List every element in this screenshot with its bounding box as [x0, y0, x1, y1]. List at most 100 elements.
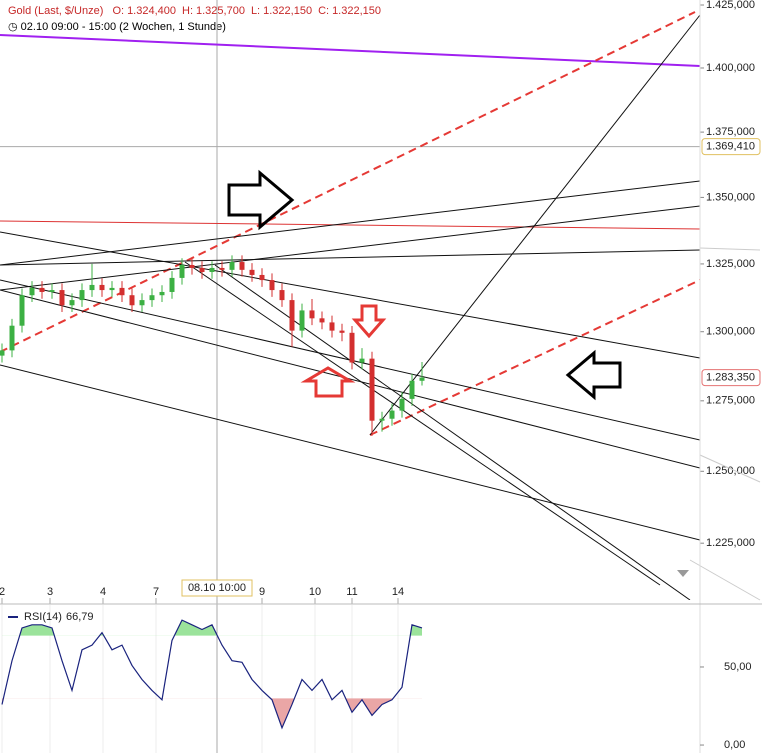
candle-body: [379, 418, 385, 421]
x-tick-label: 3: [47, 586, 53, 598]
candle-body: [89, 284, 95, 291]
y-tick-label: 50,00: [724, 661, 752, 673]
scroll-icon[interactable]: [677, 570, 689, 577]
overbought-fill: [2, 620, 422, 636]
y-tick-label: 1.250,000: [706, 465, 755, 477]
trendline: [689, 559, 761, 601]
candle-body: [359, 358, 365, 363]
candle-body: [239, 262, 245, 270]
trendline: [699, 454, 761, 483]
trendline: [0, 364, 700, 541]
candle-body: [49, 290, 55, 292]
y-tick-label: 1.400,000: [706, 62, 755, 74]
candle-body: [119, 287, 125, 296]
candle-body: [409, 380, 415, 399]
readout-value: 1.322,150: [332, 5, 381, 17]
candle-body: [389, 410, 395, 419]
candle-body: [69, 300, 75, 306]
candle-body: [349, 332, 355, 363]
candle-body: [9, 325, 15, 351]
candle-body: [29, 287, 35, 296]
trendline: [699, 247, 761, 251]
x-tick-label: 4: [100, 586, 106, 598]
crosshair-x-label: 08.10 10:00: [188, 582, 246, 594]
chart-header: Gold (Last, $/Unze) O: 1.324,400 H: 1.325,7…: [8, 3, 393, 35]
arrow-up: [300, 366, 356, 398]
x-tick-label: 14: [392, 586, 404, 598]
candle-body: [169, 277, 175, 292]
readout-value: 1.322,150: [263, 5, 313, 17]
candle-body: [229, 262, 235, 270]
faint-lines: [689, 247, 761, 601]
y-tick-label: 1.225,000: [706, 537, 755, 549]
candle-body: [19, 295, 25, 326]
trendlines: [0, 14, 700, 600]
candle-body: [329, 322, 335, 331]
readout-value: 1.325,700: [196, 5, 245, 17]
arrow-left: [565, 349, 622, 401]
trendline: [0, 180, 700, 266]
x-tick-label: 7: [153, 586, 159, 598]
y-tick-label: 1.375,000: [706, 126, 755, 138]
candle-body: [199, 267, 205, 272]
trendline: [0, 205, 700, 291]
candle-body: [0, 350, 5, 356]
instrument-line: Gold (Last, $/Unze) O: 1.324,400 H: 1.325,7…: [8, 3, 393, 19]
candle-body: [159, 291, 165, 296]
drawings: [0, 11, 700, 600]
trendline: [0, 34, 700, 67]
last-price-label: 1.283,350: [706, 371, 755, 383]
candle-body: [369, 358, 375, 421]
trendline: [0, 231, 700, 359]
candle-body: [99, 284, 105, 291]
candle-body: [79, 290, 85, 301]
chart-subtitle: 02.10 09:00 - 15:00 (2 Wochen, 1 Stunde): [20, 21, 226, 33]
candle-body: [109, 287, 115, 291]
rsi-line: [1, 619, 423, 730]
last-price-box: [701, 369, 761, 387]
crosshair-y-box: [701, 138, 761, 156]
readout-label: L:: [250, 5, 261, 17]
candle-body: [399, 398, 405, 411]
candle-body: [339, 330, 345, 333]
x-tick-label: 9: [259, 586, 265, 598]
crosshair-y-label: 1.369,410: [706, 141, 755, 153]
candle-body: [149, 295, 155, 301]
y-tick-label: 1.350,000: [706, 191, 755, 203]
candle-body: [319, 318, 325, 323]
trendline: [184, 261, 661, 586]
candle-body: [419, 377, 425, 381]
legend-value: 66,79: [66, 611, 94, 623]
readout-label: H:: [182, 5, 193, 17]
candle-body: [269, 280, 275, 291]
candle-body: [59, 290, 65, 306]
trendline: [214, 264, 691, 600]
y-tick-label: 1.275,000: [706, 395, 755, 407]
arrow-right: [227, 169, 295, 231]
readout-label: C:: [318, 5, 330, 17]
y-tick-label: 1.425,000: [706, 0, 755, 11]
candle-body: [309, 310, 315, 319]
candle-body: [259, 274, 265, 281]
channel-line: [0, 11, 696, 353]
trendline: [0, 289, 700, 469]
candle-body: [289, 300, 295, 331]
range-line: ◷ 02.10 09:00 - 15:00 (2 Wochen, 1 Stund…: [8, 21, 226, 33]
trendline: [369, 14, 700, 436]
candle-body: [219, 267, 225, 270]
candle-body: [279, 290, 285, 301]
trendline: [0, 249, 700, 266]
y-tick-label: 0,00: [724, 739, 745, 751]
arrows: [227, 169, 689, 577]
candle-body: [299, 310, 305, 331]
x-tick-label: 11: [346, 586, 357, 598]
instrument-name: Gold (Last, $/Unze): [8, 5, 104, 17]
candle-body: [189, 265, 195, 268]
crosshair-x-box: [181, 579, 253, 597]
y-tick-label: 1.300,000: [706, 326, 755, 338]
candle-body: [249, 269, 255, 275]
arrow-down: [351, 304, 387, 339]
candle-body: [179, 265, 185, 278]
